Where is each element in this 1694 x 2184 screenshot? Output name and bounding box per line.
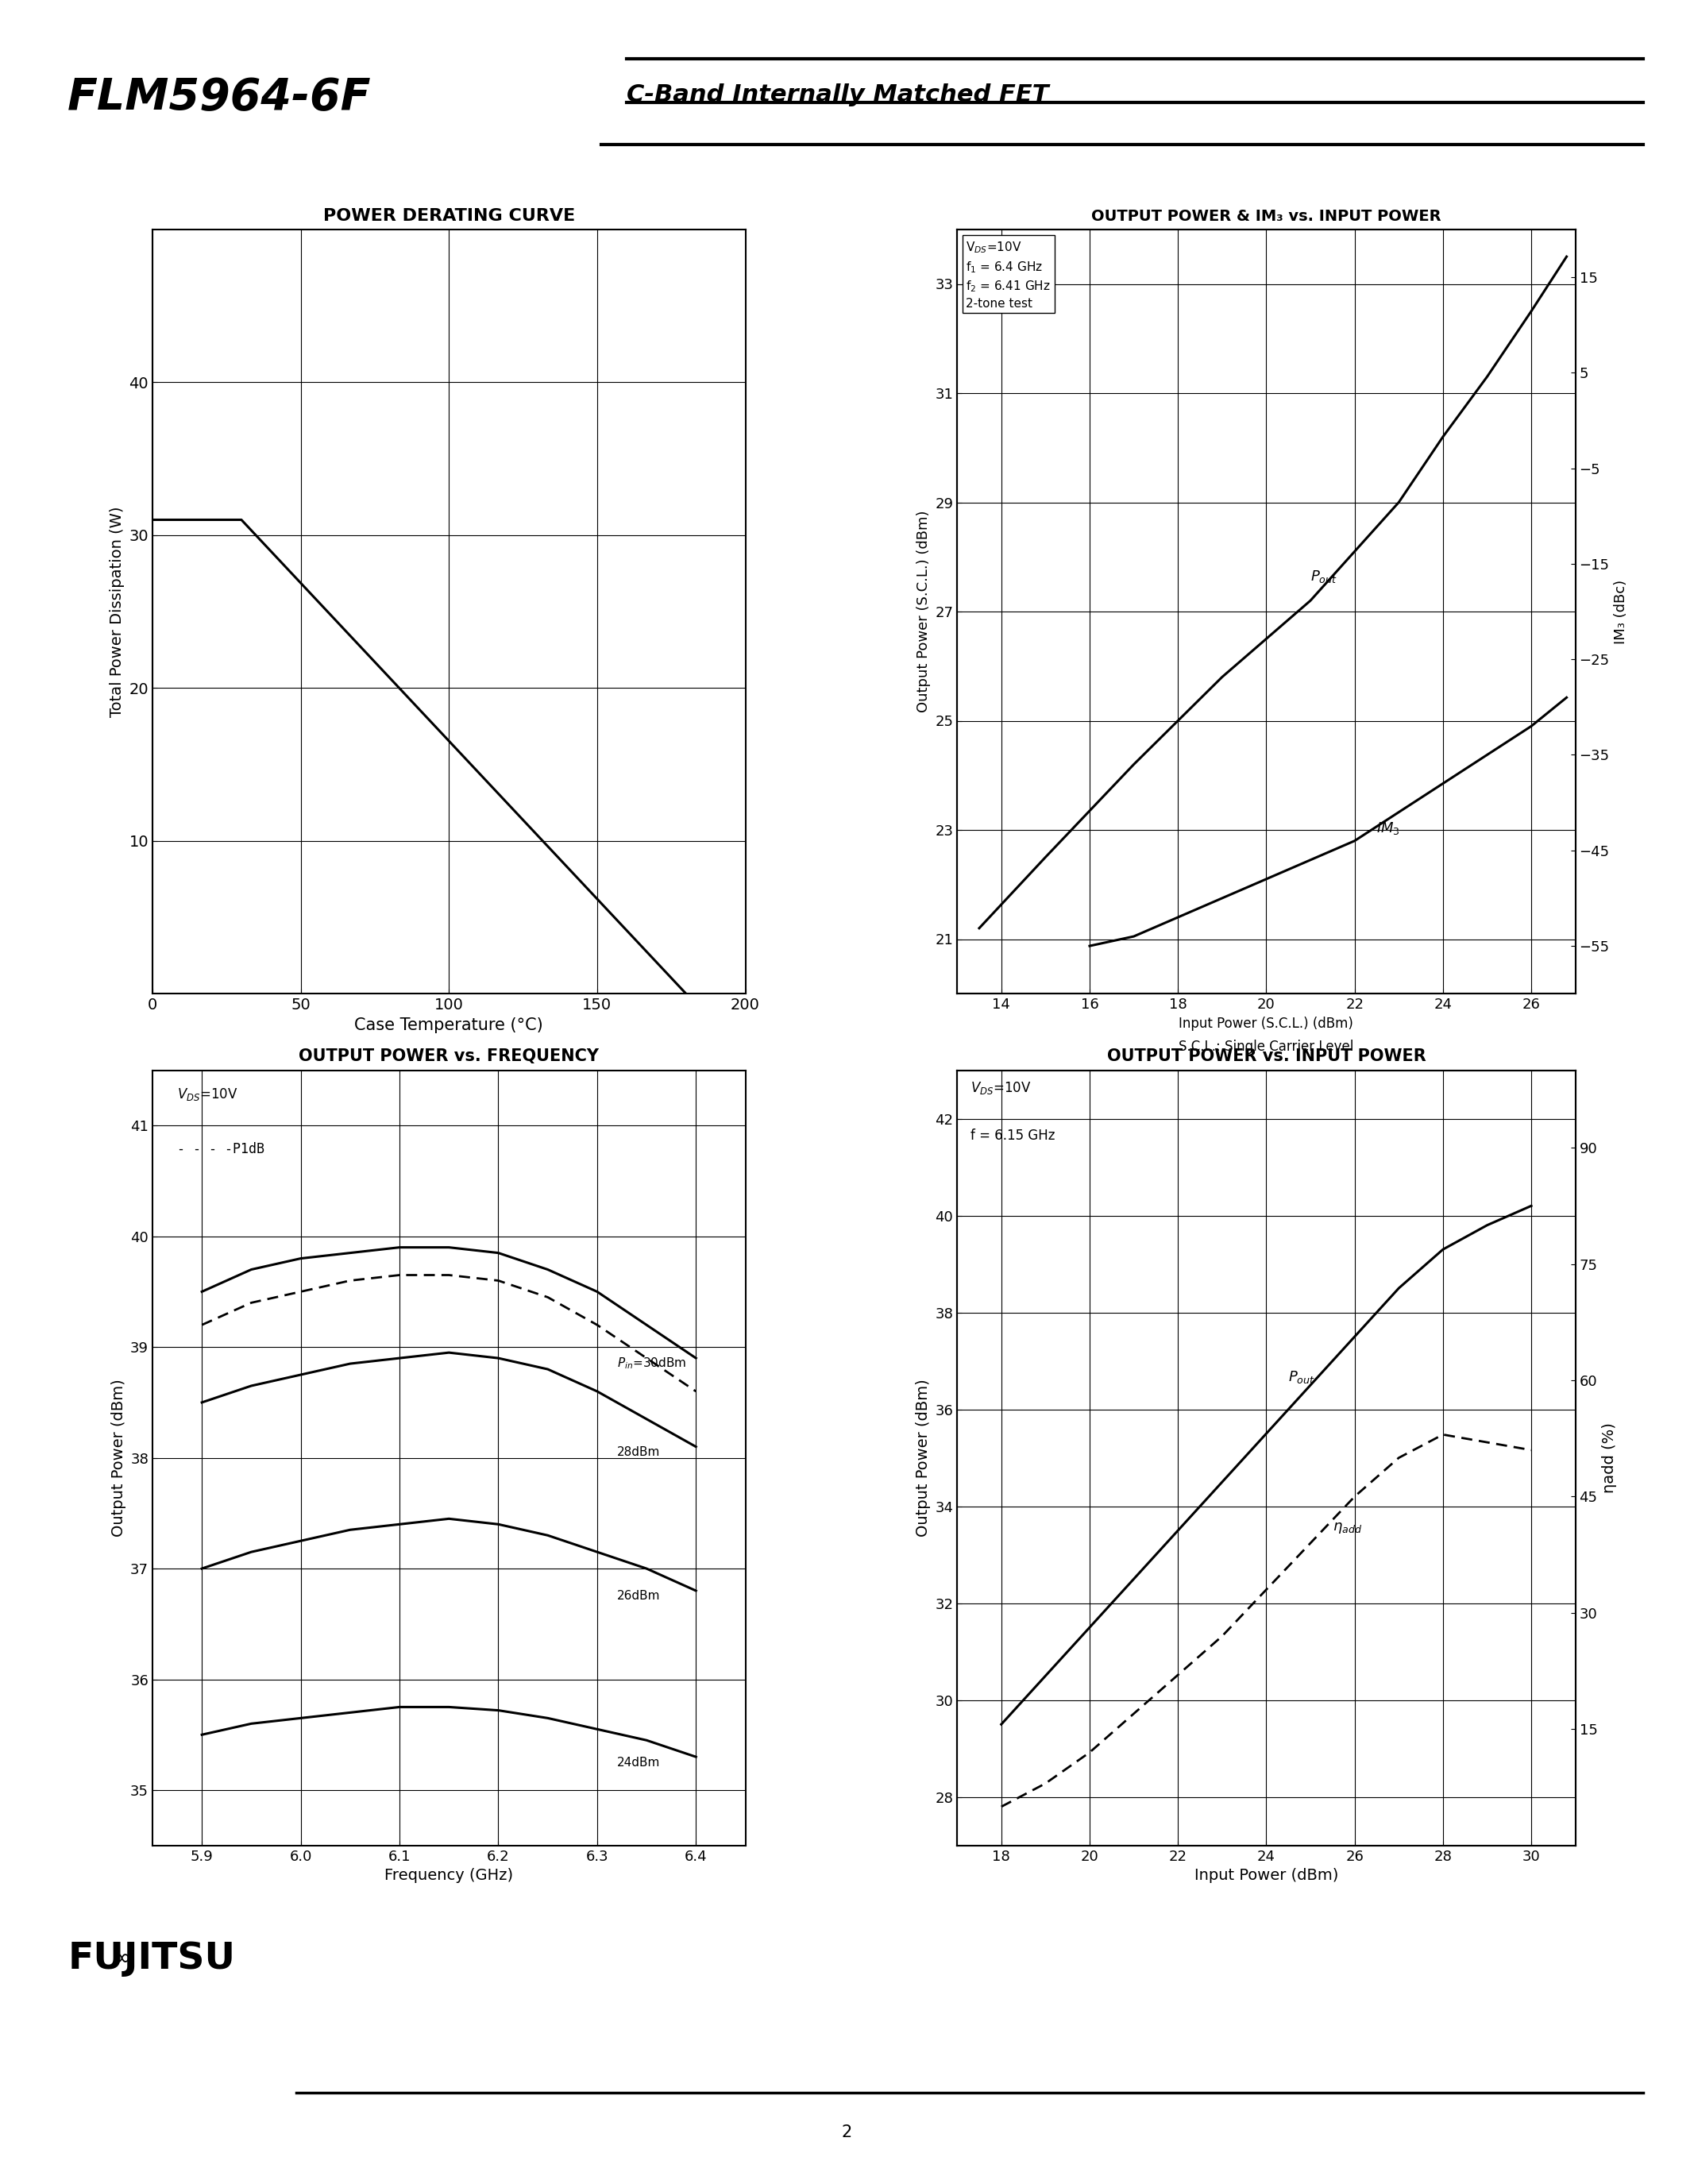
Y-axis label: Total Power Dissipation (W): Total Power Dissipation (W): [110, 507, 125, 716]
Title: OUTPUT POWER vs. INPUT POWER: OUTPUT POWER vs. INPUT POWER: [1106, 1048, 1426, 1064]
Text: 24dBm: 24dBm: [617, 1756, 661, 1769]
Text: 26dBm: 26dBm: [617, 1590, 661, 1603]
X-axis label: Input Power (S.C.L.) (dBm)
S.C.L.: Single Carrier Level: Input Power (S.C.L.) (dBm) S.C.L.: Singl…: [1179, 1016, 1354, 1053]
X-axis label: Frequency (GHz): Frequency (GHz): [385, 1867, 513, 1883]
Text: FLM5964-6F: FLM5964-6F: [68, 76, 371, 120]
Text: $P_{out}$: $P_{out}$: [1289, 1369, 1315, 1385]
Title: OUTPUT POWER & IM₃ vs. INPUT POWER: OUTPUT POWER & IM₃ vs. INPUT POWER: [1091, 210, 1442, 223]
X-axis label: Case Temperature (°C): Case Temperature (°C): [354, 1018, 544, 1033]
Title: POWER DERATING CURVE: POWER DERATING CURVE: [324, 207, 574, 223]
Text: f = 6.15 GHz: f = 6.15 GHz: [971, 1129, 1055, 1142]
Text: $V_{DS}$=10V: $V_{DS}$=10V: [971, 1079, 1032, 1096]
Y-axis label: Output Power (dBm): Output Power (dBm): [110, 1378, 125, 1538]
Y-axis label: Output Power (S.C.L.) (dBm): Output Power (S.C.L.) (dBm): [916, 511, 930, 712]
Text: 28dBm: 28dBm: [617, 1446, 661, 1459]
Y-axis label: ηadd (%): ηadd (%): [1603, 1422, 1618, 1494]
Text: ∞: ∞: [113, 1948, 130, 1970]
Text: $P_{out}$: $P_{out}$: [1311, 568, 1337, 585]
Text: FUJITSU: FUJITSU: [68, 1942, 235, 1977]
Y-axis label: IM₃ (dBc): IM₃ (dBc): [1614, 579, 1628, 644]
Title: OUTPUT POWER vs. FREQUENCY: OUTPUT POWER vs. FREQUENCY: [298, 1048, 600, 1064]
Text: - - - -P1dB: - - - -P1dB: [178, 1142, 264, 1158]
Text: $P_{in}$=30dBm: $P_{in}$=30dBm: [617, 1356, 686, 1372]
Text: 2: 2: [842, 2125, 852, 2140]
Y-axis label: Output Power (dBm): Output Power (dBm): [915, 1378, 930, 1538]
X-axis label: Input Power (dBm): Input Power (dBm): [1194, 1867, 1338, 1883]
Text: C-Band Internally Matched FET: C-Band Internally Matched FET: [627, 83, 1049, 107]
Text: $\eta_{add}$: $\eta_{add}$: [1333, 1520, 1362, 1535]
Text: $IM_3$: $IM_3$: [1377, 821, 1401, 836]
Text: V$_{DS}$=10V
f$_1$ = 6.4 GHz
f$_2$ = 6.41 GHz
2-tone test: V$_{DS}$=10V f$_1$ = 6.4 GHz f$_2$ = 6.4…: [966, 240, 1050, 310]
Text: $V_{DS}$=10V: $V_{DS}$=10V: [178, 1088, 237, 1103]
